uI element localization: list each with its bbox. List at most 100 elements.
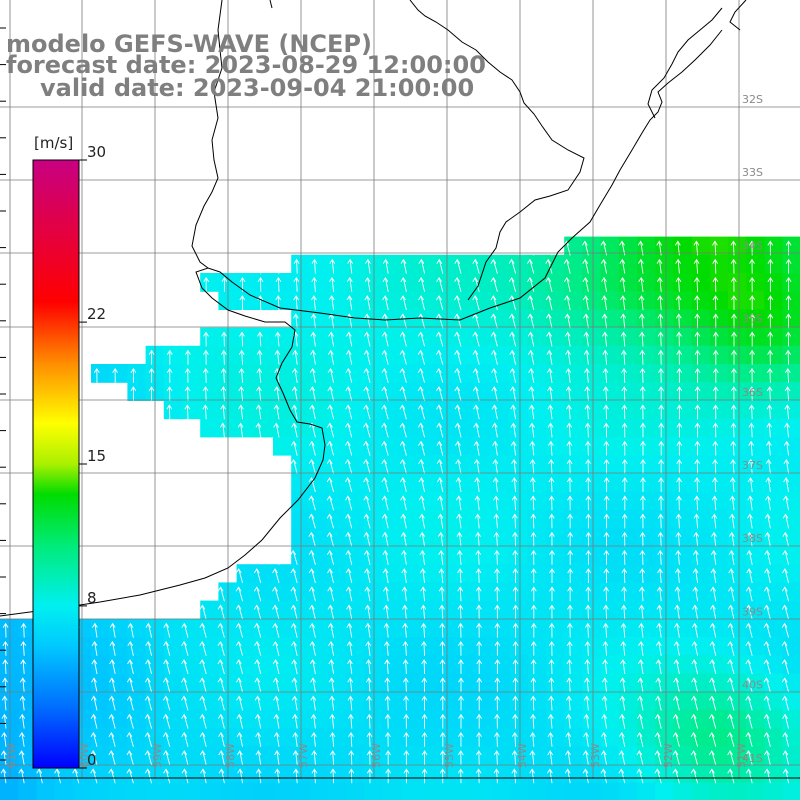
wind-cell [309,546,329,565]
wind-arrow [584,422,591,438]
wind-cell [455,564,474,583]
wind-arrow [619,276,626,292]
wind-arrow [545,313,553,329]
wind-arrow [619,258,626,274]
wind-cell [655,564,674,583]
wind-cell [546,327,565,347]
wind-arrow [638,295,645,311]
wind-cell [436,491,456,511]
wind-cell [527,309,547,329]
wind-arrow [326,495,335,511]
wind-arrow [473,422,480,438]
wind-arrow [490,295,498,311]
wind-cell [400,327,420,347]
wind-cell [364,327,383,347]
wind-cell [382,345,401,365]
wind-cell [782,382,800,401]
wind-cell [546,527,565,547]
wind-cell [163,618,183,638]
wind-cell [91,728,110,747]
wind-cell [473,673,492,693]
wind-arrow [400,513,407,529]
wind-arrow [601,695,608,711]
wind-cell [364,400,383,420]
wind-cell [309,764,329,784]
wind-arrow [564,313,571,329]
wind-arrow [567,531,574,547]
wind-arrow [400,276,407,292]
wind-arrow [273,404,280,420]
wind-arrow [454,276,462,292]
wind-cell [582,728,602,747]
wind-arrow [403,750,410,765]
wind-cell [436,637,456,656]
wind-cell [455,764,474,784]
wind-cell [764,436,784,456]
wind-cell [455,655,474,674]
wind-arrow [309,367,316,383]
wind-cell [764,327,784,347]
wind-arrow [130,386,137,401]
wind-cell [200,327,219,347]
wind-arrow [364,276,371,292]
wind-cell [582,509,602,529]
wind-arrow [166,386,173,402]
wind-cell [455,345,474,365]
wind-arrow [345,549,353,565]
wind-arrow [658,367,664,383]
wind-arrow [144,713,153,729]
wind-cell [345,491,365,511]
wind-arrow [548,622,555,638]
wind-arrow [767,295,774,310]
wind-arrow [567,622,573,638]
wind-cell [364,709,383,729]
wind-arrow [745,713,753,729]
wind-cell [618,236,638,256]
wind-cell [546,345,565,365]
wind-cell [254,691,274,711]
wind-cell [273,655,292,674]
wind-cell [382,382,401,401]
wind-cell [200,418,219,438]
wind-arrow [457,568,463,584]
wind-cell [527,254,547,274]
wind-cell [782,273,800,292]
wind-arrow [162,731,171,747]
wind-cell [91,655,110,674]
wind-arrow [344,477,353,493]
wind-arrow [365,659,372,675]
wind-cell [728,709,747,729]
wind-arrow [181,768,189,784]
wind-cell [400,418,420,438]
wind-arrow [603,440,610,456]
wind-arrow [254,713,262,729]
wind-arrow [712,349,719,365]
wind-arrow [474,513,481,529]
wind-cell [273,364,292,383]
wind-cell [345,728,365,747]
wind-cell [309,582,329,602]
wind-cell [200,782,219,800]
wind-arrow [109,677,116,693]
wind-cell [418,564,438,583]
wind-cell [400,728,420,747]
wind-arrow [509,386,517,402]
wind-cell [18,618,37,638]
wind-cell [364,600,383,620]
wind-arrow [781,640,790,656]
wind-arrow [202,404,209,420]
wind-cell [673,364,693,383]
wind-cell [309,345,329,365]
wind-arrow [472,367,480,383]
wind-cell [455,709,474,729]
wind-arrow [473,404,480,420]
wind-arrow [640,477,646,492]
wind-arrow [710,549,717,565]
wind-cell [509,309,529,329]
wind-cell [546,291,565,310]
wind-cell [728,655,747,674]
wind-cell [691,746,711,765]
wind-arrow [345,513,353,529]
wind-arrow [419,568,426,584]
wind-arrow [785,295,792,311]
